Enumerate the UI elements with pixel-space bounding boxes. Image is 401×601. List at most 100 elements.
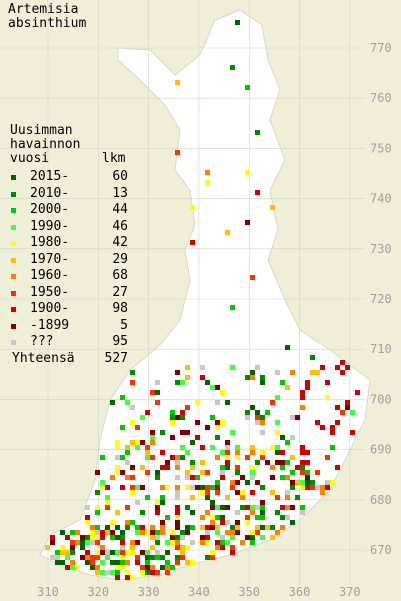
record-squares (45, 20, 360, 580)
record-square (220, 470, 225, 475)
record-square (315, 470, 320, 475)
record-square (135, 540, 140, 545)
record-square (300, 480, 305, 485)
record-square (205, 470, 210, 475)
record-square (65, 565, 70, 570)
record-square (65, 550, 70, 555)
record-square (135, 500, 140, 505)
record-square (105, 550, 110, 555)
record-square (285, 345, 290, 350)
y-tick-label: 710 (370, 342, 392, 356)
record-square (350, 410, 355, 415)
record-square (215, 540, 220, 545)
record-square (300, 470, 305, 475)
record-square (145, 570, 150, 575)
record-square (105, 555, 110, 560)
record-square (130, 540, 135, 545)
record-square (235, 490, 240, 495)
record-square (145, 530, 150, 535)
record-square (70, 530, 75, 535)
record-square (95, 540, 100, 545)
record-square (305, 485, 310, 490)
record-square (200, 375, 205, 380)
record-square (285, 495, 290, 500)
record-square (150, 390, 155, 395)
record-square (90, 555, 95, 560)
record-square (270, 445, 275, 450)
record-square (205, 425, 210, 430)
record-square (250, 370, 255, 375)
y-tick-label: 670 (370, 543, 392, 557)
legend-swatch (11, 208, 16, 213)
record-square (165, 465, 170, 470)
record-square (280, 460, 285, 465)
record-square (320, 425, 325, 430)
record-square (245, 480, 250, 485)
record-square (185, 560, 190, 565)
record-square (215, 525, 220, 530)
record-square (230, 480, 235, 485)
record-square (255, 365, 260, 370)
legend-heading: Uusimman havainnon vuosi (10, 123, 81, 166)
record-square (110, 550, 115, 555)
record-square (200, 515, 205, 520)
record-square (255, 525, 260, 530)
record-square (145, 455, 150, 460)
record-square (120, 560, 125, 565)
record-square (195, 475, 200, 480)
record-square (130, 380, 135, 385)
legend-count: 46 (112, 218, 128, 234)
record-square (180, 545, 185, 550)
record-square (175, 380, 180, 385)
record-square (190, 525, 195, 530)
record-square (210, 445, 215, 450)
record-square (235, 445, 240, 450)
record-square (160, 530, 165, 535)
record-square (80, 540, 85, 545)
record-square (240, 505, 245, 510)
y-tick-label: 690 (370, 443, 392, 457)
record-square (300, 390, 305, 395)
record-square (255, 420, 260, 425)
x-tick-label: 360 (289, 585, 311, 599)
record-square (165, 515, 170, 520)
record-square (250, 375, 255, 380)
record-square (310, 485, 315, 490)
record-square (155, 470, 160, 475)
record-square (160, 520, 165, 525)
record-square (300, 460, 305, 465)
record-square (330, 425, 335, 430)
record-square (230, 530, 235, 535)
record-square (155, 500, 160, 505)
record-square (150, 530, 155, 535)
record-square (180, 555, 185, 560)
record-square (280, 525, 285, 530)
record-square (225, 505, 230, 510)
record-square (90, 540, 95, 545)
record-square (210, 550, 215, 555)
species-title: Artemisia absinthium (8, 2, 87, 31)
record-square (235, 455, 240, 460)
record-square (210, 555, 215, 560)
record-square (80, 555, 85, 560)
record-square (165, 485, 170, 490)
record-square (75, 540, 80, 545)
record-square (140, 565, 145, 570)
record-square (275, 420, 280, 425)
record-square (130, 485, 135, 490)
record-square (275, 430, 280, 435)
record-square (180, 535, 185, 540)
record-square (175, 510, 180, 515)
record-square (250, 530, 255, 535)
record-square (95, 470, 100, 475)
record-square (95, 535, 100, 540)
record-square (220, 450, 225, 455)
record-square (205, 485, 210, 490)
record-square (335, 420, 340, 425)
record-square (100, 550, 105, 555)
legend-label: 2000- (30, 202, 70, 217)
record-square (100, 480, 105, 485)
record-square (100, 455, 105, 460)
record-square (225, 450, 230, 455)
